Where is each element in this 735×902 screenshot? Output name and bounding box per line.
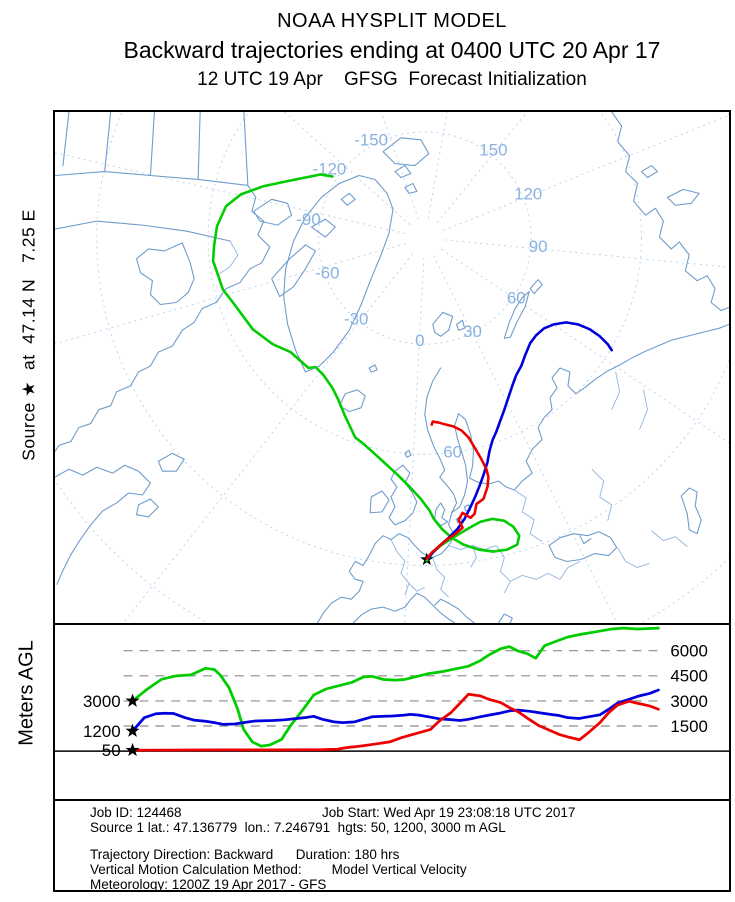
longitude-label: 150 <box>479 141 507 160</box>
trajectory-map-panel: -150 -120 -90 -60 -30 0 30 60 90 120 150 60 <box>53 110 731 625</box>
country-borders <box>217 240 688 598</box>
coastlines <box>55 112 729 623</box>
vertical-motion-info-line: Vertical Motion Calculation Method: Mode… <box>90 862 467 877</box>
title-model-name: NOAA HYSPLIT MODEL <box>277 10 507 32</box>
right-axis-label: 6000 <box>670 642 708 661</box>
start-height-label: 50 <box>102 741 121 760</box>
job-id: Job ID: 124468 <box>90 805 182 820</box>
source-info-line: Source 1 lat.: 47.136779 lon.: 7.246791 … <box>90 820 506 835</box>
height-series-3000m <box>131 626 660 748</box>
job-start: Job Start: Wed Apr 19 23:08:18 UTC 2017 <box>322 805 576 820</box>
trajectory-lines <box>211 173 613 566</box>
longitude-label: 0 <box>415 331 424 350</box>
longitude-label: 60 <box>507 289 526 308</box>
start-height-label: 1200 <box>83 722 121 741</box>
run-info-box: Job ID: 124468 Job Start: Wed Apr 19 23:0… <box>53 799 731 892</box>
trajectory-3000-m-agl <box>211 173 521 562</box>
trajectory-1200-m-agl <box>426 321 613 560</box>
source-location-side-label: Source ★ at 47.14 N 7.25 E <box>18 209 39 461</box>
meridian-line <box>441 248 729 444</box>
meridian-line <box>436 112 528 223</box>
start-star-icon <box>125 742 140 757</box>
right-axis-label: 1500 <box>670 717 708 736</box>
title-initialization: 12 UTC 19 Apr GFSG Forecast Initializati… <box>197 69 587 90</box>
latitude-circle <box>55 479 729 623</box>
meridian-line <box>380 112 419 220</box>
longitude-label: 120 <box>514 184 542 203</box>
meridian-line <box>404 257 425 623</box>
latitude-circle <box>317 131 532 345</box>
longitude-label: -30 <box>344 309 368 328</box>
meridian-line <box>444 239 729 268</box>
trajectory-50-m-agl <box>425 420 490 560</box>
latitude-label: 60 <box>443 442 462 461</box>
meridian-line <box>427 112 448 219</box>
height-series-50m <box>131 692 660 752</box>
meridian-line <box>55 152 406 234</box>
meridian-line <box>443 114 729 231</box>
meteorology-info-line: Meteorology: 1200Z 19 Apr 2017 - GFS <box>90 877 327 892</box>
start-height-label: 3000 <box>83 692 121 711</box>
longitude-label: 90 <box>529 237 548 256</box>
direction-info-line: Trajectory Direction: Backward Duration:… <box>90 847 400 862</box>
title-block: NOAA HYSPLIT MODEL Backward trajectories… <box>53 10 731 91</box>
longitude-label: -60 <box>315 264 339 283</box>
longitude-label: -150 <box>354 131 388 150</box>
graticule-grid <box>55 112 729 623</box>
meridian-line <box>283 112 411 226</box>
longitude-label: -90 <box>296 210 320 229</box>
meridian-line <box>122 253 413 623</box>
start-star-icon <box>125 723 140 737</box>
start-star-icon <box>125 693 140 707</box>
right-axis-label: 3000 <box>670 692 708 711</box>
job-info-line: Job ID: 124468 Job Start: Wed Apr 19 23:0… <box>90 805 729 820</box>
meridian-line <box>433 255 618 623</box>
meridian-line <box>55 243 406 345</box>
height-series-1200m <box>131 688 660 733</box>
meters-agl-axis-label: Meters AGL <box>15 640 38 746</box>
longitude-label: 30 <box>463 322 482 341</box>
title-main: Backward trajectories ending at 0400 UTC… <box>123 37 661 63</box>
spacer <box>90 835 729 847</box>
latitude-circle <box>207 112 642 455</box>
height-profile-panel: 3000 1200 50 6000 4500 3000 1500 <box>53 623 731 801</box>
right-axis-label: 4500 <box>670 667 708 686</box>
